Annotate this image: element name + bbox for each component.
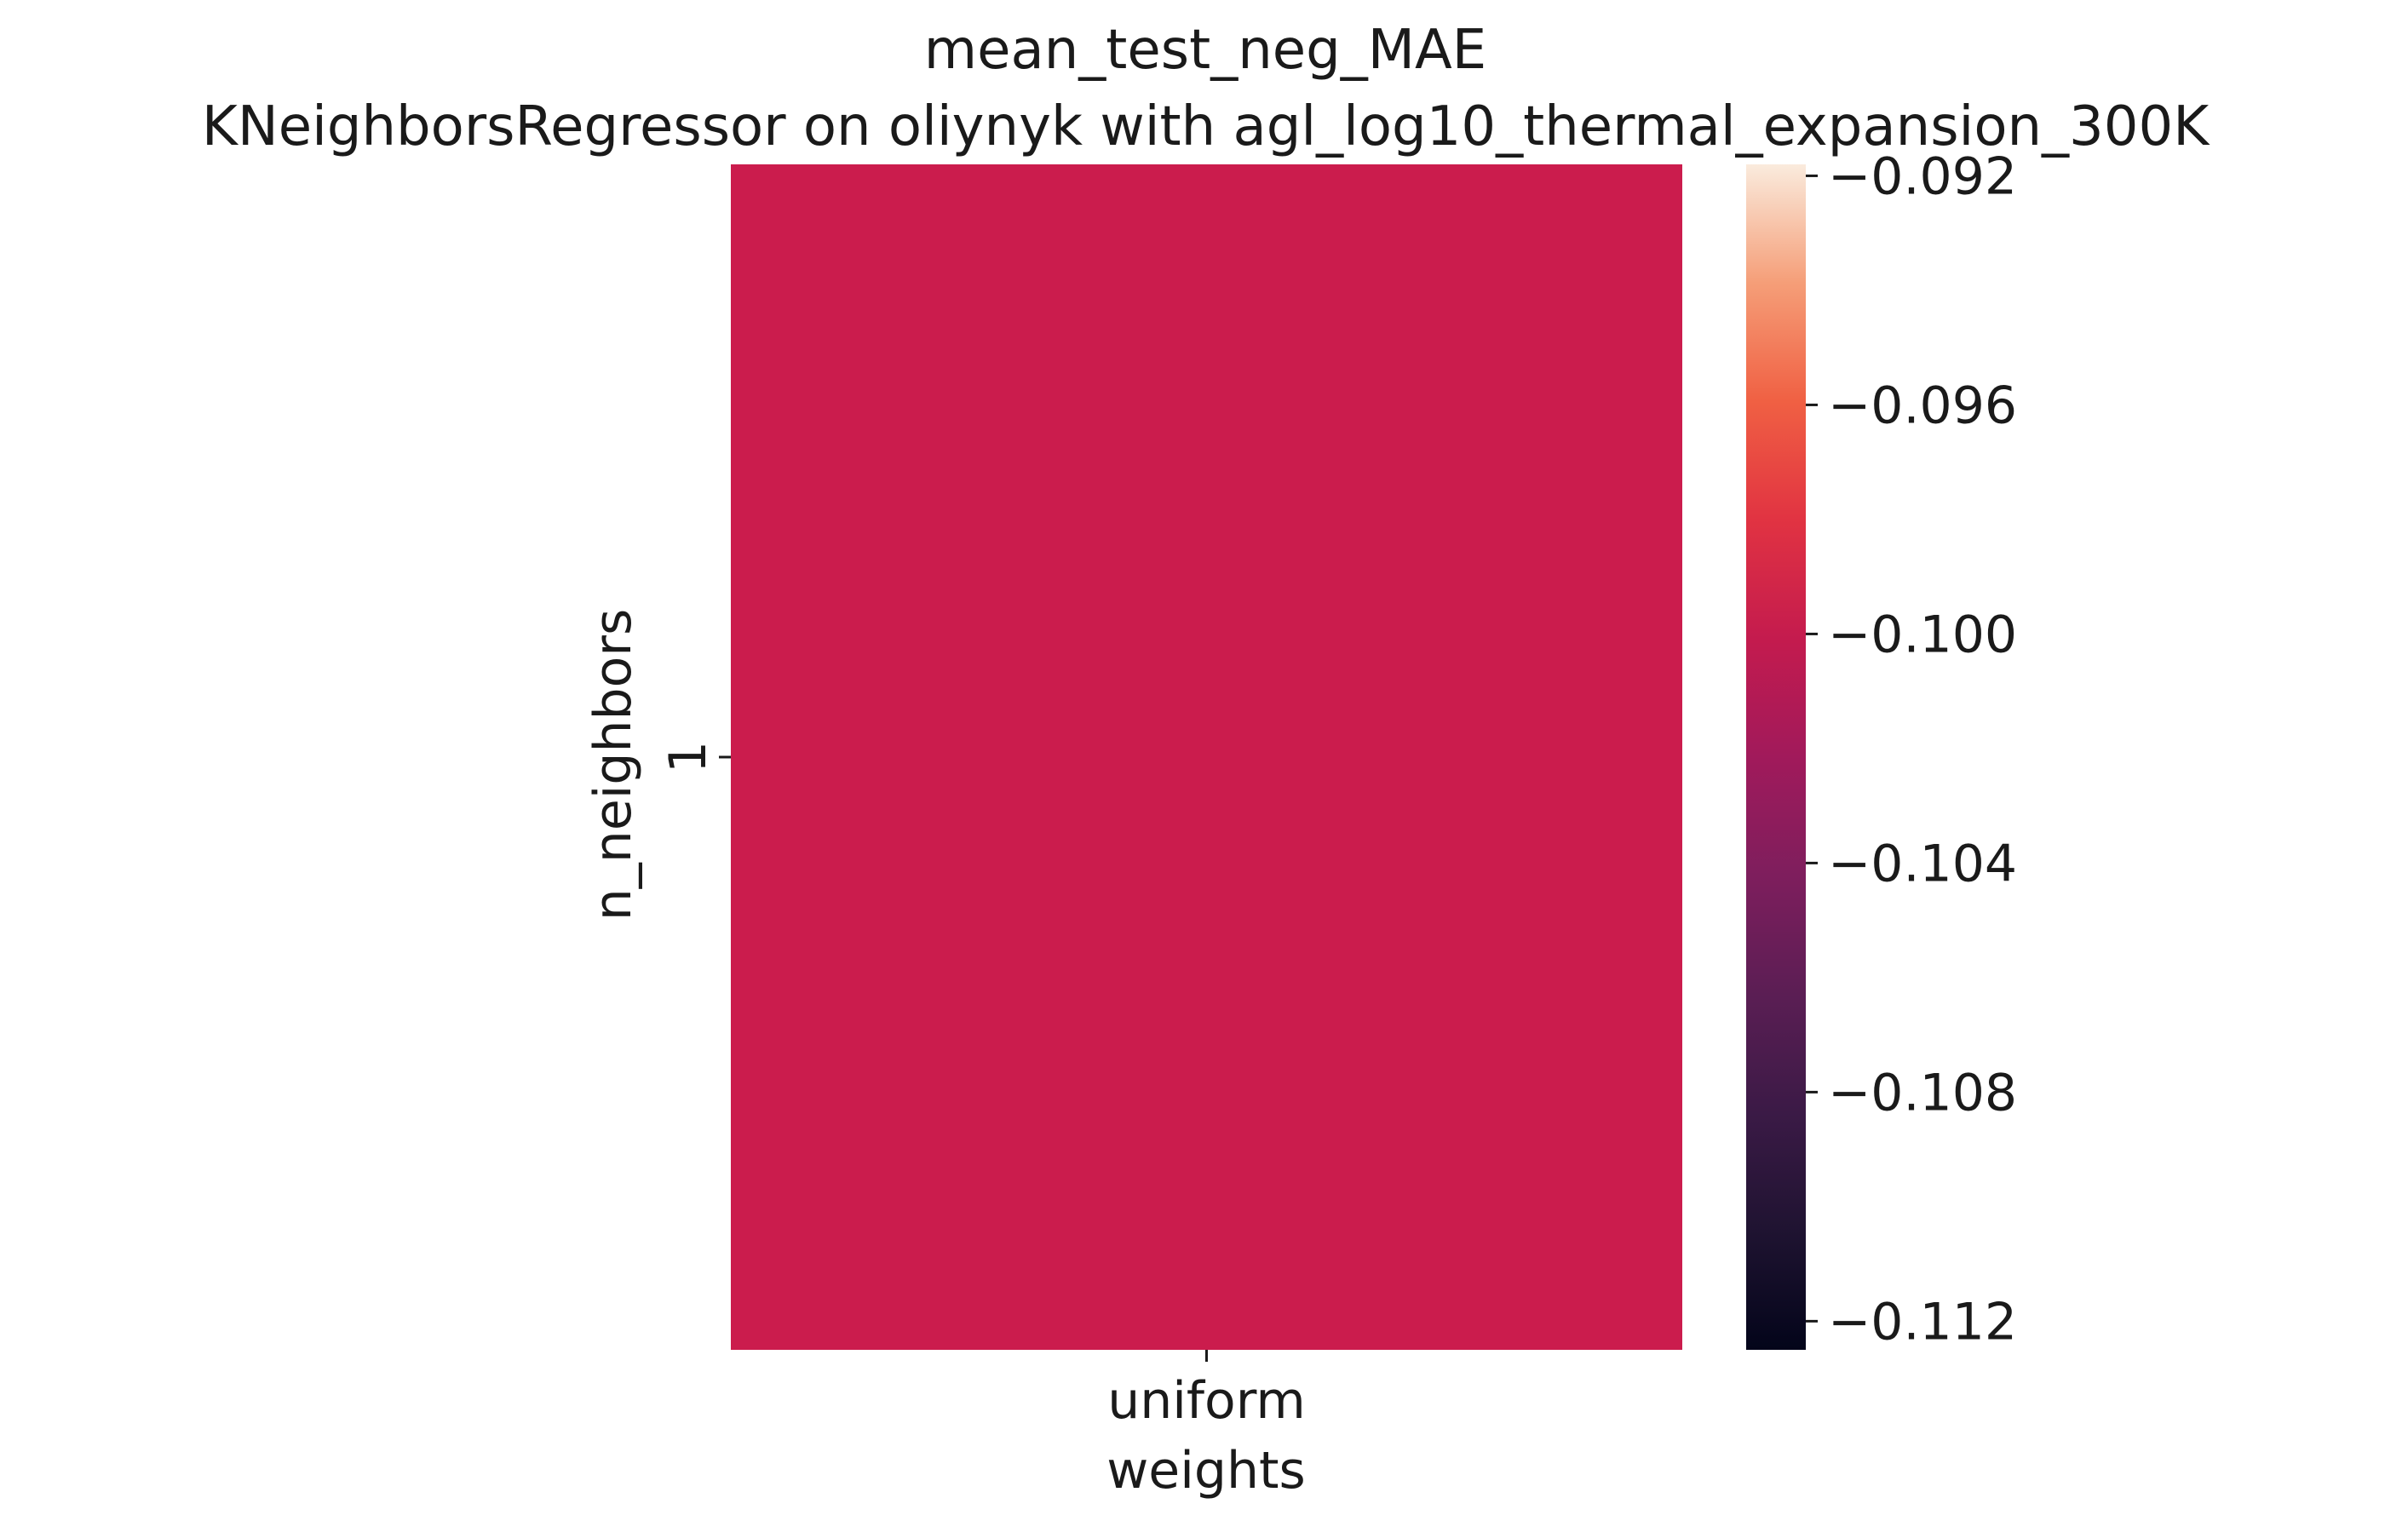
chart-subtitle: KNeighborsRegressor on oliynyk with agl_… — [202, 95, 2210, 158]
colorbar — [1746, 164, 1806, 1350]
colorbar-tick-label: −0.112 — [1828, 1292, 2017, 1352]
colorbar-ticks: −0.092 −0.096 −0.100 −0.104 −0.108 −0.112 — [1806, 146, 2017, 1352]
colorbar-tick-label: −0.104 — [1828, 834, 2017, 893]
colorbar-tick-label: −0.092 — [1828, 146, 2017, 206]
heatmap-cell — [731, 164, 1682, 1350]
colorbar-tick-label: −0.096 — [1828, 376, 2017, 435]
y-tick-label: 1 — [658, 741, 718, 773]
colorbar-tick-label: −0.108 — [1828, 1063, 2017, 1122]
x-tick-label: uniform — [1107, 1371, 1306, 1431]
y-axis: 1 — [658, 741, 731, 773]
chart-title: mean_test_neg_MAE — [924, 19, 1486, 82]
colorbar-tick-label: −0.100 — [1828, 605, 2017, 664]
x-axis: uniform — [1107, 1350, 1306, 1431]
y-axis-label: n_neighbors — [583, 609, 643, 921]
x-axis-label: weights — [1106, 1441, 1306, 1501]
